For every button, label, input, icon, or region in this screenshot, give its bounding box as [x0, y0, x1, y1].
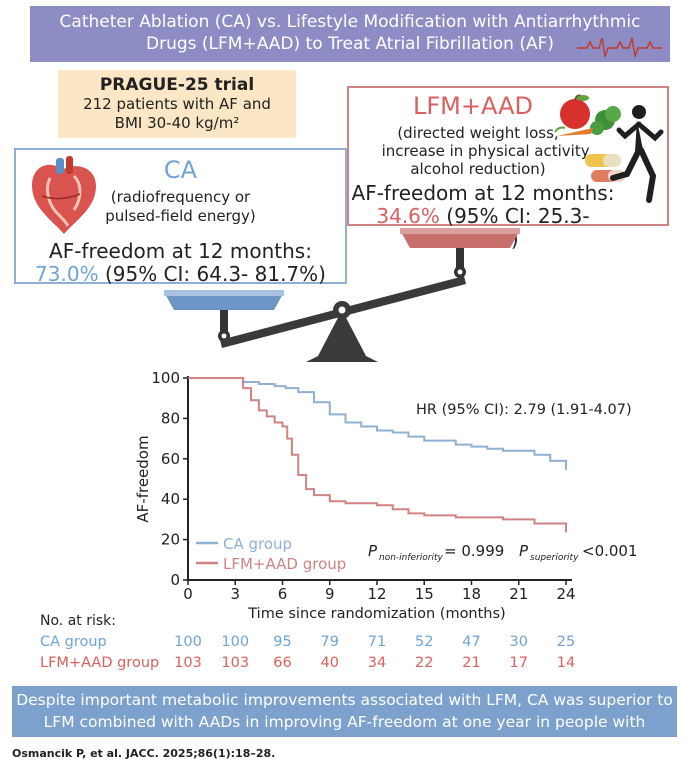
- trial-bmi: BMI 30-40 kg/m²: [114, 114, 240, 132]
- ca-percent: 73.0%: [35, 262, 99, 286]
- risk-lfm-value: 34: [367, 655, 387, 671]
- x-tick-label: 9: [325, 585, 335, 603]
- y-axis-label: AF-freedom: [134, 435, 152, 522]
- header-banner: Catheter Ablation (CA) vs. Lifestyle Mod…: [30, 6, 670, 62]
- conclusion-line-2: LFM combined with AADs in improving AF-f…: [43, 713, 646, 753]
- trial-info-box: PRAGUE-25 trial 212 patients with AF and…: [58, 70, 296, 138]
- lfm-percent: 34.6%: [376, 204, 440, 228]
- x-axis-label: Time since randomization (months): [247, 606, 505, 620]
- risk-ca-value: 30: [509, 634, 528, 650]
- risk-lfm-value: 103: [221, 655, 250, 671]
- header-line-1: Catheter Ablation (CA) vs. Lifestyle Mod…: [59, 12, 641, 32]
- lfm-arm-box: LFM+AAD (directed weight loss, increase …: [347, 86, 669, 251]
- x-tick-label: 18: [462, 585, 481, 603]
- balance-scale-icon: [164, 228, 520, 362]
- risk-ca-label: CA group: [40, 634, 107, 650]
- risk-lfm-value: 22: [415, 655, 434, 671]
- header-line-2: Drugs (LFM+AAD) to Treat Atrial Fibrilla…: [146, 34, 554, 54]
- ca-arm-box: CA (radiofrequency or pulsed-field energ…: [14, 148, 347, 286]
- risk-ca-value: 52: [415, 634, 434, 650]
- x-tick-label: 15: [415, 585, 434, 603]
- healthy-food-icon: [554, 94, 621, 136]
- risk-lfm-value: 17: [509, 655, 528, 671]
- p-noninferiority-value: = 0.999: [444, 542, 504, 560]
- risk-ca-value: 95: [273, 634, 292, 650]
- conclusion-line-1: Despite important metabolic improvements…: [16, 691, 673, 709]
- risk-lfm-value: 103: [174, 655, 202, 671]
- y-tick-label: 0: [170, 571, 180, 589]
- risk-lfm-value: 14: [556, 655, 576, 671]
- p-noninferiority-label: non-inferiority: [379, 553, 444, 563]
- ca-line-1: (radiofrequency or: [110, 188, 251, 206]
- risk-ca-value: 100: [174, 634, 202, 650]
- p-superiority-label: superiority: [530, 553, 579, 563]
- heart-icon: [32, 156, 96, 234]
- y-tick-label: 20: [161, 531, 180, 549]
- y-tick-label: 40: [161, 490, 180, 508]
- lfm-af-label: AF-freedom at 12 months:: [351, 181, 615, 205]
- risk-ca-value: 47: [462, 634, 481, 650]
- lfm-title: LFM+AAD: [413, 92, 533, 120]
- conclusion-banner: Despite important metabolic improvements…: [12, 686, 677, 753]
- km-chart: 0 3 6 9 12 15 18 21 24 0 20 40 60 80 100 Time since ran…: [134, 369, 638, 620]
- trial-patients: 212 patients with AF and: [83, 95, 271, 113]
- lfm-line-2: increase in physical activity,: [381, 142, 595, 160]
- lfm-line-3: alcohol reduction): [410, 160, 546, 178]
- x-tick-label: 3: [230, 585, 240, 603]
- hazard-ratio-text: HR (95% CI): 2.79 (1.91-4.07): [416, 402, 632, 418]
- p-superiority-value: <0.001: [582, 542, 638, 560]
- x-tick-label: 6: [278, 585, 288, 603]
- risk-ca-value: 71: [367, 634, 387, 650]
- x-tick-label: 12: [367, 585, 386, 603]
- risk-lfm-value: 40: [320, 655, 339, 671]
- risk-lfm-value: 21: [462, 655, 481, 671]
- ca-line-2: pulsed-field energy): [105, 207, 256, 225]
- ecg-icon: [577, 37, 662, 58]
- ca-af-label: AF-freedom at 12 months:: [49, 239, 312, 263]
- legend-label: LFM+AAD group: [223, 555, 346, 573]
- risk-lfm-value: 66: [273, 655, 292, 671]
- ca-result: 73.0% (95% CI: 64.3- 81.7%): [16, 263, 345, 286]
- risk-table-title: No. at risk:: [40, 613, 116, 629]
- lfm-series-line: [188, 377, 567, 528]
- ca-title: CA: [163, 156, 198, 184]
- ca-ci: (95% CI: 64.3- 81.7%): [104, 262, 326, 286]
- x-tick-label: 0: [183, 585, 193, 603]
- risk-ca-value: 25: [556, 634, 576, 650]
- risk-lfm-label: LFM+AAD group: [40, 655, 160, 671]
- y-tick-label: 60: [161, 450, 180, 468]
- legend-label: CA group: [223, 535, 292, 553]
- y-tick-label: 80: [161, 409, 180, 427]
- ca-series-line: [188, 377, 567, 465]
- risk-ca-value: 100: [221, 634, 250, 650]
- risk-ca-value: 79: [320, 634, 339, 650]
- x-tick-label: 24: [556, 585, 575, 603]
- runner-icon: [610, 105, 664, 203]
- x-tick-label: 21: [509, 585, 528, 603]
- lfm-line-1: (directed weight loss,: [397, 124, 559, 142]
- chart-plot-area: 0 3 6 9 12 15 18 21 24 0 20 40 60 80 100 Time since ran…: [134, 369, 638, 620]
- citation: Osmancik P, et al. JACC. 2025;86(1):18–2…: [12, 747, 276, 760]
- y-tick-label: 100: [151, 369, 180, 387]
- trial-name: PRAGUE-25 trial: [99, 75, 255, 95]
- p-superiority-symbol: P: [519, 542, 529, 560]
- p-noninferiority-symbol: P: [368, 542, 378, 560]
